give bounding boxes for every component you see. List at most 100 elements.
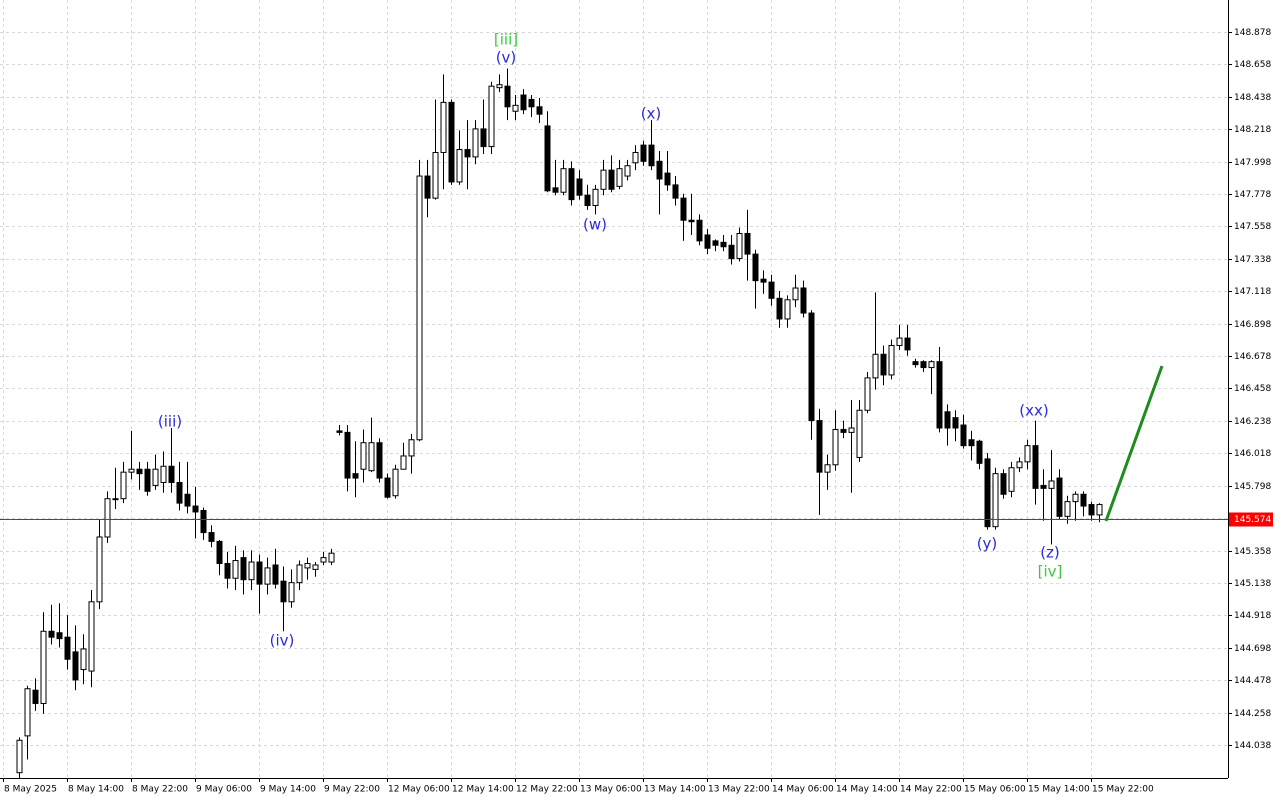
candle-body	[16, 739, 23, 774]
candle-body	[968, 439, 975, 447]
candle-body	[896, 337, 903, 346]
candle-body	[384, 477, 391, 498]
candle-body	[848, 427, 855, 433]
x-tick-label: 9 May 22:00	[324, 785, 380, 795]
candle-body	[1088, 504, 1095, 516]
y-tick-label: 146.678	[1234, 352, 1271, 362]
wave-label: (iii)	[158, 413, 182, 431]
candle-body	[784, 299, 791, 320]
y-tick-label: 147.778	[1234, 190, 1271, 200]
candle-body	[336, 430, 343, 433]
candle-body	[312, 564, 319, 570]
candle-body	[128, 468, 135, 473]
candle-body	[864, 377, 871, 411]
candle-body	[416, 175, 423, 441]
candle-body	[248, 561, 255, 581]
candle-body	[200, 509, 207, 534]
y-tick-label: 147.558	[1234, 222, 1271, 232]
candle-body	[592, 188, 599, 207]
candle-body	[64, 636, 71, 660]
candle-body	[760, 278, 767, 283]
candle-body	[1048, 480, 1055, 489]
candle-body	[608, 169, 615, 190]
x-tick-label: 9 May 14:00	[260, 785, 316, 795]
y-tick-label: 146.898	[1234, 320, 1271, 330]
x-tick-label: 12 May 14:00	[452, 785, 514, 795]
y-tick-label: 146.458	[1234, 384, 1271, 394]
grid	[0, 0, 1228, 778]
candle-body	[680, 197, 687, 221]
y-tick-label: 148.438	[1234, 93, 1271, 103]
candle-body	[368, 442, 375, 472]
wave-label: [iii]	[494, 31, 518, 49]
candle-body	[552, 187, 559, 193]
y-tick-label: 144.918	[1234, 611, 1271, 621]
candle-body	[1096, 504, 1103, 516]
wave-label: (y)	[977, 535, 998, 553]
candle-body	[192, 505, 199, 513]
y-tick-label: 144.258	[1234, 709, 1271, 719]
candle-body	[888, 344, 895, 376]
y-tick-label: 148.218	[1234, 125, 1271, 135]
candle-body	[976, 440, 983, 464]
candle-body	[736, 233, 743, 260]
candle-body	[712, 240, 719, 246]
candle-body	[928, 361, 935, 369]
candle-body	[488, 85, 495, 148]
candle-body	[1008, 467, 1015, 492]
candle-body	[376, 442, 383, 479]
candle-body	[56, 632, 63, 640]
candle-body	[744, 233, 751, 255]
candle-body	[1024, 445, 1031, 463]
candle-body	[152, 468, 159, 486]
candle-body	[584, 194, 591, 207]
candle-body	[424, 175, 431, 199]
x-tick-label: 8 May 22:00	[132, 785, 188, 795]
candle-body	[880, 353, 887, 376]
candle-body	[96, 536, 103, 603]
forecast-arrow	[1104, 365, 1164, 522]
candle-body	[440, 101, 447, 153]
x-tick-label: 15 May 14:00	[1028, 785, 1090, 795]
candle-body	[1016, 461, 1023, 469]
candle-body	[80, 648, 87, 671]
candle-body	[24, 688, 31, 737]
candle-body	[72, 651, 79, 681]
candle-body	[632, 151, 639, 164]
wave-label: (z)	[1040, 544, 1060, 562]
x-tick-label: 15 May 06:00	[964, 785, 1026, 795]
candle-body	[224, 563, 231, 579]
candle-body	[664, 172, 671, 186]
candle-body	[792, 287, 799, 301]
candle-body	[264, 567, 271, 585]
candle-body	[88, 601, 95, 672]
candle-body	[648, 144, 655, 167]
candle-body	[456, 149, 463, 183]
candle-body	[1000, 473, 1007, 495]
candle-body	[840, 428, 847, 433]
candle-body	[992, 473, 999, 528]
candle-body	[1080, 493, 1087, 507]
candle-body	[944, 411, 951, 429]
candle-body	[576, 178, 583, 196]
y-tick-label: 144.698	[1234, 644, 1271, 654]
x-tick-label: 12 May 22:00	[516, 785, 578, 795]
y-tick-label: 148.878	[1234, 28, 1271, 38]
candle-body	[480, 128, 487, 148]
candle-body	[640, 144, 647, 162]
candle-body	[48, 630, 55, 638]
x-tick-label: 13 May 14:00	[644, 785, 706, 795]
candle-body	[568, 168, 575, 201]
x-tick-label: 13 May 06:00	[580, 785, 642, 795]
x-tick-label: 14 May 22:00	[900, 785, 962, 795]
candle-body	[768, 281, 775, 299]
y-tick-label: 145.358	[1234, 547, 1271, 557]
candle-body	[360, 442, 367, 470]
candle-body	[872, 353, 879, 379]
y-tick-label: 144.038	[1234, 741, 1271, 751]
wave-label: (x)	[641, 105, 662, 123]
x-tick-label: 15 May 22:00	[1092, 785, 1154, 795]
candle-body	[984, 458, 991, 528]
x-tick-label: 8 May 2025	[4, 785, 57, 795]
